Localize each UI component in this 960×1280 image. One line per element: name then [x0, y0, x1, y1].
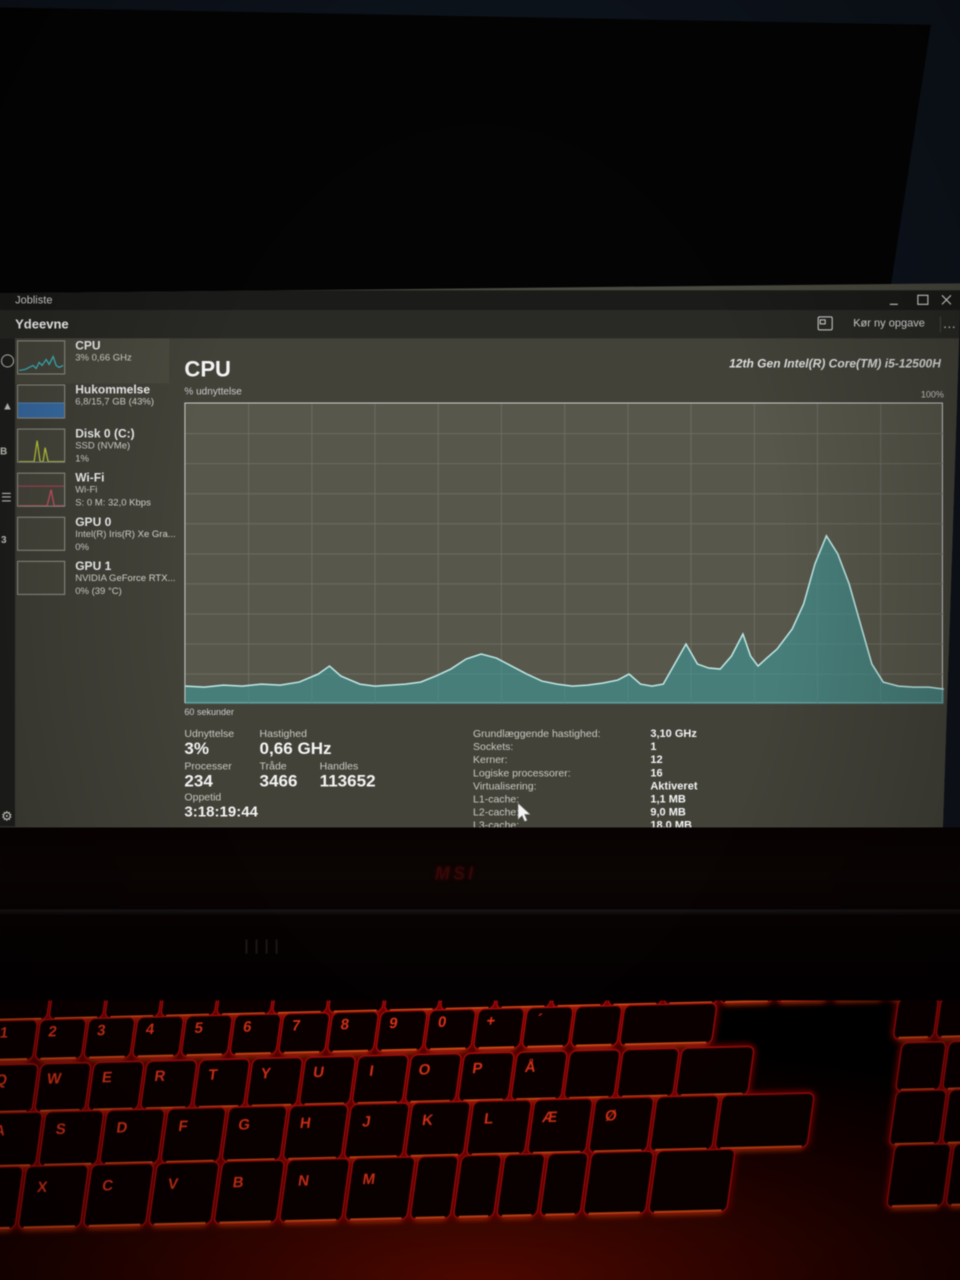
svg-text:G: G: [237, 1117, 251, 1134]
svg-text:M: M: [361, 1171, 376, 1188]
svg-text:Æ: Æ: [541, 1109, 558, 1126]
